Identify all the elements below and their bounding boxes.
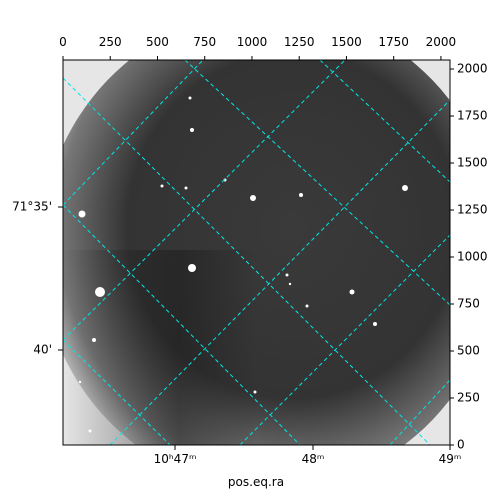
x-tick-label: 1500 <box>331 35 362 49</box>
sky-image <box>63 60 450 445</box>
dec-tick-label: 40' <box>33 343 52 357</box>
y-tick-label: 500 <box>457 344 480 358</box>
y-tick-label: 2000 <box>457 62 488 76</box>
x-tick-label: 250 <box>99 35 122 49</box>
x-tick-label: 0 <box>59 35 67 49</box>
y-tick-label: 1500 <box>457 156 488 170</box>
y-tick-label: 750 <box>457 297 480 311</box>
x-tick-label: 500 <box>146 35 169 49</box>
dec-tick-label: 71°35' <box>12 200 52 214</box>
ra-tick-label: 10ʰ47ᵐ <box>154 452 197 466</box>
axes-frame <box>62 59 451 446</box>
y-tick-label: 0 <box>457 438 465 452</box>
x-tick-label: 1000 <box>237 35 268 49</box>
x-tick-label: 1250 <box>284 35 315 49</box>
ra-labels: 10ʰ47ᵐ 48ᵐ 49ᵐ <box>154 445 462 466</box>
dec-labels: 71°35' 40' <box>12 200 63 357</box>
x-tick-label: 2000 <box>426 35 457 49</box>
stars <box>78 96 408 433</box>
y-tick-label: 250 <box>457 391 480 405</box>
x-tick-label: 1750 <box>378 35 409 49</box>
y-tick-label: 1000 <box>457 250 488 264</box>
x-axis-label: pos.eq.ra <box>228 475 284 489</box>
coordinate-grid <box>63 60 450 445</box>
y-tick-label: 1250 <box>457 203 488 217</box>
ra-tick-label: 49ᵐ <box>439 452 462 466</box>
ra-tick-label: 48ᵐ <box>302 452 325 466</box>
x-tick-label: 750 <box>193 35 216 49</box>
y-tick-label: 1750 <box>457 109 488 123</box>
